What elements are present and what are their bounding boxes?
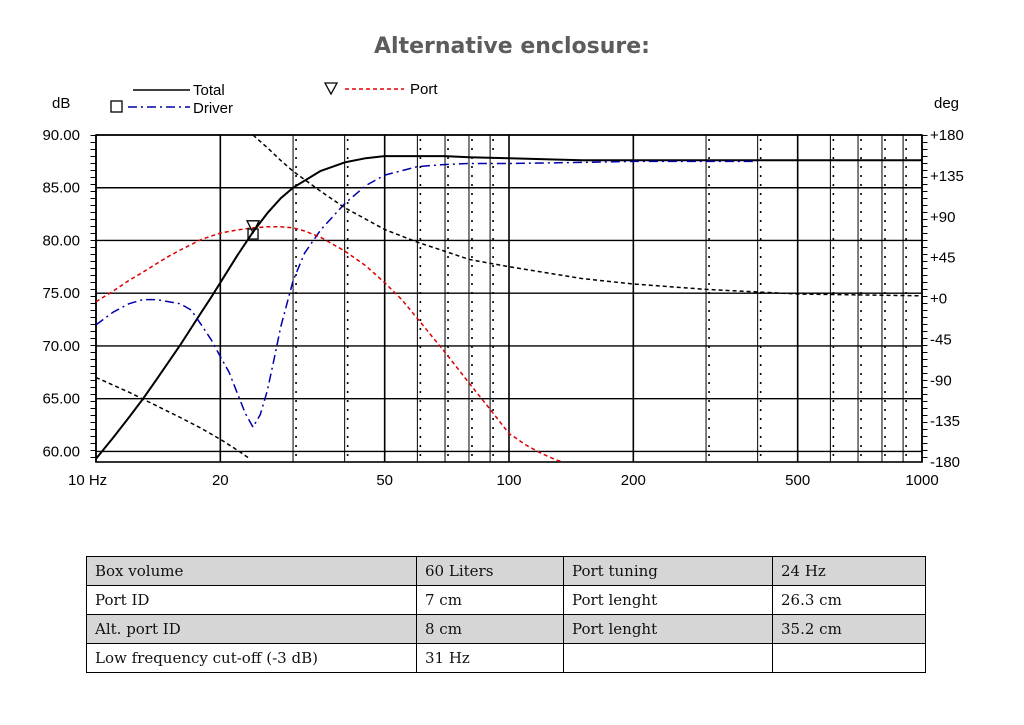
spec-value: 8 cm [416, 614, 564, 644]
square-marker-icon [110, 100, 123, 113]
spec-value [772, 643, 926, 673]
page-title: Alternative enclosure: [374, 34, 650, 59]
y2-tick-label: +45 [930, 250, 955, 267]
frequency-response-chart: 60.00 65.00 70.00 75.00 80.00 85.00 90.00 +180 +… [42, 81, 964, 489]
x-tick-label: 1000 [905, 472, 938, 489]
table-row: Port ID 7 cm Port lenght 26.3 cm [86, 585, 926, 615]
square-marker-icon [247, 228, 259, 240]
spec-value: 60 Liters [416, 556, 564, 586]
spec-value: 7 cm [416, 585, 564, 615]
x-tick-label: 200 [621, 472, 646, 489]
spec-label: Port lenght [563, 585, 773, 615]
y-axis-label: dB [52, 95, 70, 112]
y-tick-label: 75.00 [42, 285, 80, 302]
y-tick-label: 65.00 [42, 391, 80, 408]
table-row: Box volume 60 Liters Port tuning 24 Hz [86, 556, 926, 586]
y2-tick-label: +135 [930, 168, 964, 185]
plot-frame [95, 134, 923, 463]
series-line-port [95, 226, 564, 463]
legend-label-port: Port [410, 81, 438, 98]
x-tick-label: 20 [212, 472, 229, 489]
y-tick-label: 60.00 [42, 443, 80, 460]
y2-tick-label: -45 [930, 331, 952, 348]
y-tick-label: 90.00 [42, 127, 80, 144]
spec-label: Port ID [86, 585, 417, 615]
spec-value: 35.2 cm [772, 614, 926, 644]
y2-tick-label: -135 [930, 413, 960, 430]
specs-table: Box volume 60 Liters Port tuning 24 Hz P… [86, 556, 926, 673]
spec-value: 31 Hz [416, 643, 564, 673]
legend-label-total: Total [193, 82, 225, 99]
y2-tick-label: +90 [930, 209, 955, 226]
y2-tick-label: -180 [930, 454, 960, 471]
table-row: Alt. port ID 8 cm Port lenght 35.2 cm [86, 614, 926, 644]
legend-label-driver: Driver [193, 100, 233, 117]
x-tick-label: 50 [376, 472, 393, 489]
series-line-phase [95, 376, 250, 460]
y2-axis-label: deg [934, 95, 959, 112]
spec-label: Port tuning [563, 556, 773, 586]
y2-tick-label: +180 [930, 127, 964, 144]
y2-tick-label: -90 [930, 372, 952, 389]
y-tick-label: 70.00 [42, 338, 80, 355]
triangle-marker-icon [245, 220, 261, 235]
y2-tick-label: +0 [930, 291, 947, 308]
y-tick-label: 85.00 [42, 180, 80, 197]
spec-label: Low frequency cut-off (-3 dB) [86, 643, 417, 673]
spec-label: Port lenght [563, 614, 773, 644]
y-tick-label: 80.00 [42, 232, 80, 249]
spec-label [563, 643, 773, 673]
x-tick-label: 100 [496, 472, 521, 489]
series-line-total [95, 155, 922, 460]
series-line-driver [95, 160, 758, 428]
spec-label: Alt. port ID [86, 614, 417, 644]
x-tick-label: 10 Hz [68, 472, 107, 489]
triangle-marker-icon [323, 82, 339, 96]
table-row: Low frequency cut-off (-3 dB) 31 Hz [86, 643, 926, 673]
spec-value: 26.3 cm [772, 585, 926, 615]
series-line-phase [252, 134, 923, 297]
x-tick-label: 500 [785, 472, 810, 489]
spec-value: 24 Hz [772, 556, 926, 586]
spec-label: Box volume [86, 556, 417, 586]
